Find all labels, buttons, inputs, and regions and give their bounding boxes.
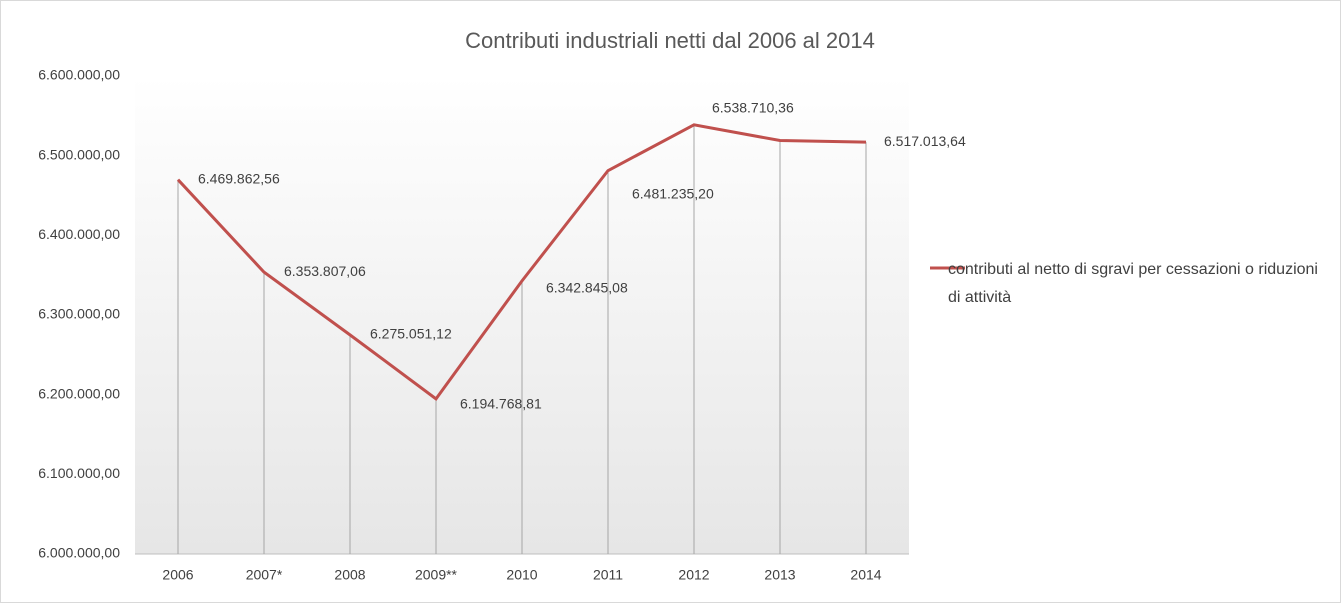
chart-title: Contributi industriali netti dal 2006 al… [465, 28, 875, 53]
series-line [176, 123, 867, 401]
x-tick-label: 2012 [678, 567, 709, 583]
x-tick-label: 2011 [593, 567, 623, 583]
y-tick-label: 6.600.000,00 [38, 67, 120, 83]
data-label: 6.538.710,36 [712, 100, 794, 116]
x-tick-label: 2009** [415, 567, 458, 583]
x-tick-label: 2007* [246, 567, 283, 583]
x-tick-label: 2014 [850, 567, 881, 583]
data-label: 6.275.051,12 [370, 326, 452, 342]
data-label: 6.517.013,64 [884, 133, 966, 149]
y-tick-label: 6.000.000,00 [38, 545, 120, 561]
y-tick-label: 6.400.000,00 [38, 226, 120, 242]
data-label: 6.481.235,20 [632, 185, 714, 201]
x-tick-label: 2006 [162, 567, 193, 583]
x-tick-label: 2013 [764, 567, 795, 583]
y-tick-label: 6.300.000,00 [38, 306, 120, 322]
data-label: 6.342.845,08 [546, 280, 628, 296]
y-tick-label: 6.100.000,00 [38, 465, 120, 481]
x-tick-label: 2008 [334, 567, 365, 583]
legend-label: contributi al netto di sgravi per cessaz… [948, 261, 1318, 306]
data-label: 6.194.768,81 [460, 396, 542, 412]
y-tick-label: 6.200.000,00 [38, 385, 120, 401]
data-label: 6.469.862,56 [198, 170, 280, 186]
x-tick-label: 2010 [506, 567, 537, 583]
data-label: 6.353.807,06 [284, 263, 366, 279]
y-tick-label: 6.500.000,00 [38, 146, 120, 162]
